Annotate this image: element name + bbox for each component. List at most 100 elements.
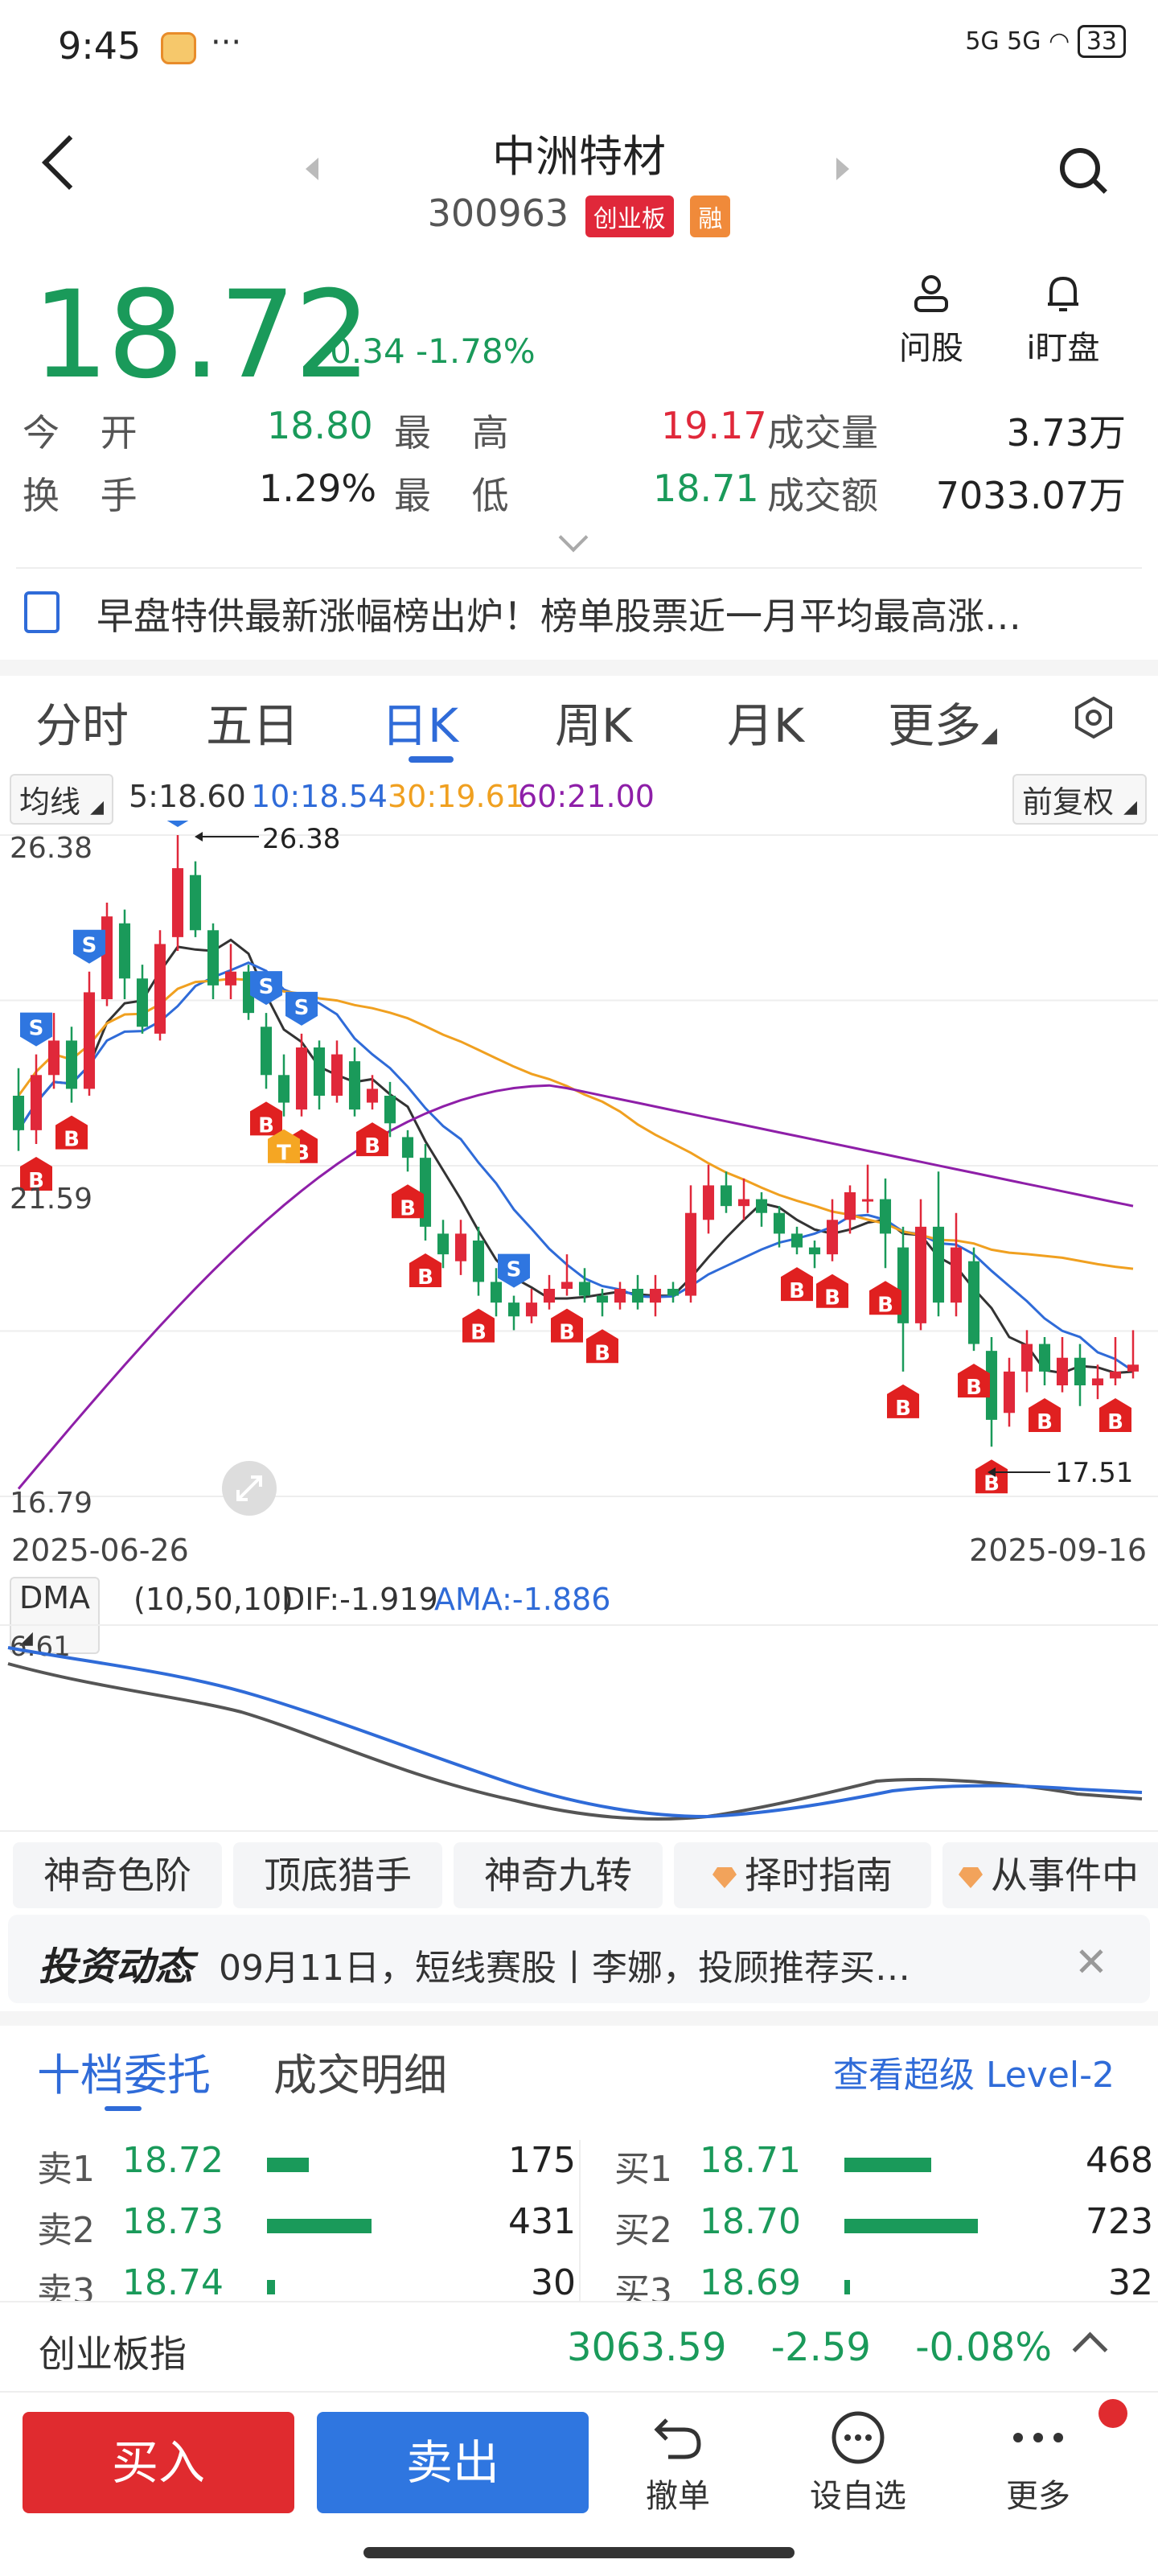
indicator-selector[interactable]: 均线 ◢: [10, 774, 114, 825]
feature-top-bottom[interactable]: 顶底猎手: [233, 1842, 442, 1908]
candle-body: [472, 1241, 485, 1282]
candle-body: [313, 1047, 326, 1096]
candle-body: [1074, 1357, 1086, 1385]
level2-link[interactable]: 查看超级 Level-2: [832, 2055, 1115, 2096]
tab-more[interactable]: 更多◢: [888, 688, 997, 755]
buy-marker: B: [887, 1384, 919, 1421]
tab-weekly-k[interactable]: 周K: [555, 698, 633, 753]
invest-news-bar[interactable]: [8, 1915, 1150, 2003]
expand-chevron-icon[interactable]: [558, 522, 589, 553]
candle-body: [1109, 1371, 1122, 1379]
buy-marker: B: [356, 1122, 388, 1158]
candle-body: [454, 1233, 467, 1261]
ask-volume-bar: [267, 2280, 275, 2294]
index-values: 3063.59 -2.59 -0.08%: [567, 2325, 1052, 2370]
dma-chart[interactable]: 6.61: [0, 1623, 1158, 1833]
candle-body: [561, 1282, 573, 1289]
stock-code-row: 300963 创业板 融: [0, 191, 1158, 237]
candle-body: [720, 1185, 733, 1207]
ask-price: 18.73: [122, 2201, 224, 2242]
bid-level-label: 买1: [614, 2149, 672, 2190]
status-time: 9:45: [58, 24, 142, 68]
feature-timing-guide-label: 择时指南: [745, 1854, 893, 1897]
tab-intraday[interactable]: 分时: [35, 698, 129, 753]
invest-text[interactable]: 09月11日，短线赛股丨李娜，投顾推荐买…: [219, 1948, 910, 1989]
feature-nine-turn-label: 神奇九转: [484, 1854, 632, 1897]
chart-grid: [0, 834, 1158, 1497]
min-price-label: 17.51: [1055, 1457, 1133, 1489]
buy-marker: B: [958, 1364, 990, 1400]
candle-body: [101, 916, 113, 999]
buy-button[interactable]: 买入: [23, 2412, 294, 2513]
volume-label: 成交量: [767, 411, 878, 455]
low-value: 18.71: [653, 467, 759, 510]
search-icon[interactable]: [1060, 148, 1100, 188]
candle-body: [331, 1054, 343, 1096]
max-price-label: 26.38: [262, 823, 340, 855]
feature-nine-turn[interactable]: 神奇九转: [454, 1842, 663, 1908]
tab-five-day[interactable]: 五日: [206, 698, 300, 753]
trade-marker: T: [268, 1129, 300, 1166]
candle-body: [171, 868, 184, 937]
news-text[interactable]: 早盘特供最新涨幅榜出炉！榜单股票近一月平均最高涨…: [96, 595, 1021, 638]
ask-stock-label: 问股: [899, 330, 963, 367]
svg-text:S: S: [507, 1258, 522, 1282]
settings-icon[interactable]: [1071, 695, 1116, 740]
bid-price: 18.70: [700, 2201, 801, 2242]
candle-body: [154, 944, 166, 1034]
svg-text:S: S: [29, 1017, 44, 1041]
adjust-selector[interactable]: 前复权 ◢: [1012, 774, 1147, 825]
bid-price: 18.69: [700, 2262, 801, 2303]
status-more-dots: ···: [211, 24, 242, 61]
chat-dots-icon: [832, 2411, 885, 2464]
ask-stock-button[interactable]: 问股: [883, 274, 979, 368]
stock-name: 中洲特材: [492, 131, 666, 182]
index-bar[interactable]: [0, 2301, 1158, 2391]
ask-level-label: 卖2: [37, 2210, 95, 2251]
feature-timing-guide[interactable]: 择时指南: [674, 1842, 931, 1908]
dif-line: [7, 1662, 1143, 1821]
buy-marker: B: [816, 1274, 848, 1311]
tab-trade-details[interactable]: 成交明细: [273, 2050, 447, 2101]
tab-order-book[interactable]: 十档委托: [37, 2050, 211, 2101]
sell-button[interactable]: 卖出: [317, 2412, 589, 2513]
candle-body: [295, 1047, 308, 1110]
tab-monthly-k[interactable]: 月K: [727, 698, 805, 753]
candle-body: [189, 874, 202, 931]
feature-event[interactable]: 从事件中: [942, 1842, 1158, 1908]
kline-chart[interactable]: BBBBBBBBBBBBBBBBBBSSSSSST 26.38 21.59 16…: [0, 821, 1158, 1529]
feature-color-scale[interactable]: 神奇色阶: [13, 1842, 222, 1908]
amount-value: 7033.07万: [935, 474, 1126, 517]
close-icon[interactable]: ✕: [1074, 1939, 1108, 1985]
sell-marker: S: [250, 971, 282, 1006]
diamond-icon: [959, 1867, 983, 1888]
candle-body: [348, 1061, 361, 1110]
change-value: -0.34: [318, 331, 405, 371]
candle-body: [437, 1233, 450, 1255]
next-stock-icon[interactable]: [836, 158, 849, 180]
candle-body: [578, 1282, 591, 1296]
dma-selector[interactable]: DMA ◢: [10, 1577, 101, 1654]
more-button[interactable]: 更多: [978, 2405, 1098, 2516]
ask-qty: 431: [508, 2201, 576, 2242]
ask-volume-bar: [267, 2158, 309, 2172]
cancel-order-button[interactable]: 撤单: [618, 2405, 738, 2516]
candle-body: [65, 1040, 78, 1089]
bid-qty: 723: [1086, 2201, 1153, 2242]
watch-button[interactable]: i盯盘: [1015, 274, 1111, 368]
prev-stock-icon[interactable]: [306, 158, 318, 180]
add-watchlist-button[interactable]: 设自选: [798, 2405, 918, 2516]
person-icon: [914, 275, 948, 312]
news-banner[interactable]: [16, 567, 1142, 657]
tab-daily-k[interactable]: 日K: [381, 698, 459, 753]
candle-body: [773, 1212, 786, 1234]
dma-selector-label: DMA: [19, 1580, 91, 1615]
candle-body: [525, 1302, 538, 1317]
document-icon: [24, 591, 60, 633]
ma-row: 均线 ◢ 5:18.60 10:18.54 30:19.61 60:21.00 …: [0, 771, 1158, 827]
battery-icon: 33: [1077, 25, 1126, 58]
bid-volume-bar: [844, 2280, 850, 2294]
candle-body: [543, 1289, 556, 1303]
more-dots-icon: [1013, 2433, 1063, 2442]
home-indicator[interactable]: [363, 2547, 795, 2558]
